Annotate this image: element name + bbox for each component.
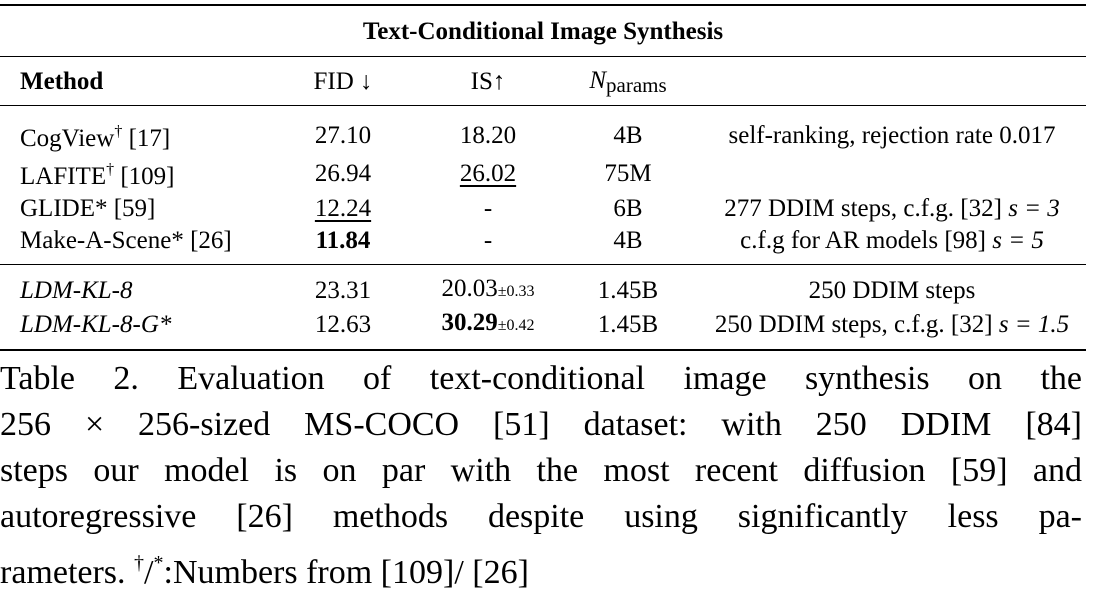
is-cell: 18.20 <box>418 105 558 154</box>
method-ref: [17] <box>122 125 171 152</box>
method-cell: LDM-KL-8-G* <box>0 307 268 351</box>
header-method: Method <box>0 56 268 106</box>
is-value-second-best: 26.02 <box>459 159 517 187</box>
table-caption: Table 2. Evaluation of text-conditional … <box>0 356 1082 596</box>
note-cell <box>698 154 1086 192</box>
method-ref: [109] <box>114 163 175 190</box>
asterisk-mark: * <box>153 552 164 574</box>
nparams-cell: 1.45B <box>558 307 698 351</box>
table-row: Make-A-Scene* [26] 11.84 - 4B c.f.g for … <box>0 224 1086 265</box>
method-ref: [59] <box>107 194 156 222</box>
table-title-row: Text-Conditional Image Synthesis <box>0 4 1086 57</box>
nparams-cell: 4B <box>613 226 643 254</box>
method-cell: Make-A-Scene* [26] <box>0 224 268 265</box>
fid-cell: 27.10 <box>268 105 418 154</box>
fid-cell: 26.94 <box>314 159 372 187</box>
header-nparams-n: N <box>589 67 607 94</box>
caption-line: 256 × 256-sized MS-COCO [51] dataset: wi… <box>0 406 1082 443</box>
caption-line-final: rameters. †/*:Numbers from [109]/ [26] <box>0 540 1082 596</box>
dagger-mark: † <box>134 552 145 574</box>
caption-line: Table 2. Evaluation of text-conditional … <box>0 360 1082 397</box>
is-std: ±0.33 <box>497 283 535 300</box>
method-name: LDM-KL-8-G* <box>20 310 172 338</box>
table-row: LAFITE† [109] 26.94 26.02 75M <box>0 154 1086 192</box>
header-fid: FID ↓ <box>268 56 418 106</box>
nparams-cell: 75M <box>604 159 652 187</box>
note-cell: 250 DDIM steps, c.f.g. [32] s = 1.5 <box>698 307 1086 351</box>
dagger-mark: † <box>106 161 115 178</box>
is-cell: 20.03±0.33 <box>418 264 558 307</box>
fid-cell: 12.24 <box>268 192 418 224</box>
note-text: 250 DDIM steps, c.f.g. <box>714 310 951 338</box>
nparams-cell: 4B <box>558 105 698 154</box>
note-cell: 277 DDIM steps, c.f.g. [32] s = 3 <box>698 192 1086 224</box>
table-row: LDM-KL-8 23.31 20.03±0.33 1.45B 250 DDIM… <box>0 264 1086 307</box>
header-nparams: Nparams <box>558 56 698 106</box>
note-math: s = 3 <box>1001 194 1060 222</box>
dagger-mark: † <box>114 123 123 140</box>
caption-text: :Numbers from [109]/ [26] <box>163 554 529 591</box>
table-row: LDM-KL-8-G* 12.63 30.29±0.42 1.45B 250 D… <box>0 307 1086 351</box>
table-header-row: Method FID ↓ IS↑ Nparams <box>0 56 1086 106</box>
is-cell: 26.02 <box>418 154 558 192</box>
is-std: ±0.42 <box>497 317 535 334</box>
table-title: Text-Conditional Image Synthesis <box>0 4 1086 57</box>
fid-cell: 12.63 <box>268 307 418 351</box>
caption-text: rameters. <box>0 554 135 591</box>
method-cell: CogView† [17] <box>0 105 268 154</box>
results-table: Text-Conditional Image Synthesis Method … <box>0 4 1086 351</box>
caption-line: steps our model is on par with the most … <box>0 452 1082 489</box>
note-math: s = 1.5 <box>992 310 1070 338</box>
method-name: Make-A-Scene* <box>20 226 184 254</box>
is-cell: - <box>483 226 493 254</box>
method-cell: GLIDE* [59] <box>0 192 268 224</box>
is-cell: - <box>483 194 493 222</box>
nparams-cell: 6B <box>613 194 643 222</box>
note-cell: 250 DDIM steps <box>698 264 1086 307</box>
header-note <box>698 56 1086 106</box>
note-math: s = 5 <box>985 226 1044 254</box>
method-cell: LAFITE† [109] <box>0 154 268 192</box>
note-text: c.f.g for AR models <box>740 226 945 254</box>
note-cell: c.f.g for AR models [98] s = 5 <box>698 224 1086 265</box>
header-is: IS↑ <box>418 56 558 106</box>
table-row: CogView† [17] 27.10 18.20 4B self-rankin… <box>0 105 1086 154</box>
method-name: LAFITE <box>20 163 107 190</box>
method-name: GLIDE* <box>20 194 108 222</box>
note-text: 277 DDIM steps, c.f.g. <box>724 194 961 222</box>
header-nparams-sub: params <box>606 73 667 97</box>
is-value-best: 30.29 <box>441 309 498 336</box>
note-ref: [32] <box>960 194 1002 222</box>
caption-line: autoregressive [26] methods despite usin… <box>0 498 1082 535</box>
method-name: CogView <box>20 125 115 152</box>
method-ref: [26] <box>183 226 232 254</box>
note-cell: self-ranking, rejection rate 0.017 <box>698 105 1086 154</box>
is-cell: 30.29±0.42 <box>418 307 558 351</box>
method-name: LDM-KL-8 <box>20 276 133 304</box>
nparams-cell: 1.45B <box>558 264 698 307</box>
table-row: GLIDE* [59] 12.24 - 6B 277 DDIM steps, c… <box>0 192 1086 224</box>
fid-cell: 11.84 <box>315 226 371 254</box>
note-ref: [98] <box>944 226 986 254</box>
note-ref: [32] <box>950 310 993 338</box>
fid-value-second-best: 12.24 <box>314 194 372 222</box>
caption-text: / <box>144 554 154 591</box>
is-value: 20.03 <box>441 275 498 302</box>
fid-cell: 23.31 <box>268 264 418 307</box>
method-cell: LDM-KL-8 <box>0 264 268 307</box>
